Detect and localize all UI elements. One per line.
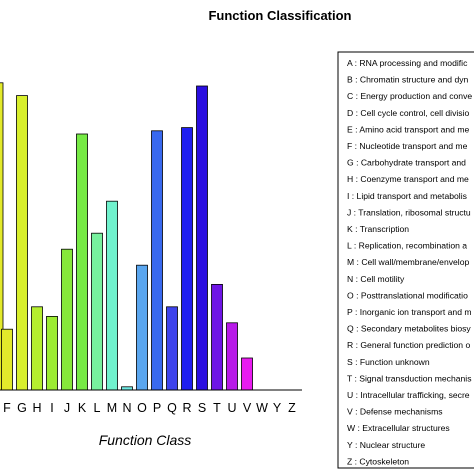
bar-F: [1, 328, 13, 391]
legend-item: T : Signal transduction mechanis: [347, 373, 472, 383]
x-tick-W: W: [256, 401, 268, 415]
legend-item: D : Cell cycle control, cell divisio: [347, 108, 469, 118]
x-tick-V: V: [243, 401, 252, 415]
x-tick-T: T: [213, 401, 221, 415]
legend-item: F : Nucleotide transport and me: [347, 141, 468, 151]
bar-group: [0, 82, 253, 391]
x-tick-H: H: [32, 401, 41, 415]
bar-Q: [166, 306, 178, 391]
legend: A : RNA processing and modific B : Chroma…: [347, 58, 472, 466]
bar-L: [91, 232, 103, 391]
x-tick-P: P: [153, 401, 161, 415]
legend-item: J : Translation, ribosomal structu: [347, 207, 471, 217]
bar-P: [151, 130, 163, 391]
x-tick-I: I: [50, 401, 53, 415]
bar-V: [241, 357, 253, 391]
x-tick-Y: Y: [273, 401, 282, 415]
x-tick-N: N: [122, 401, 131, 415]
legend-item: A : RNA processing and modific: [347, 58, 468, 68]
legend-item: V : Defense mechanisms: [347, 407, 443, 417]
legend-item: E : Amino acid transport and me: [347, 124, 470, 134]
x-tick-Z: Z: [288, 401, 296, 415]
legend-item: M : Cell wall/membrane/envelop: [347, 257, 469, 267]
x-tick-K: K: [78, 401, 87, 415]
bar-K: [76, 133, 88, 391]
bar-S: [196, 85, 208, 391]
x-tick-F: F: [3, 401, 11, 415]
legend-item: Y : Nuclear structure: [347, 440, 425, 450]
bar-T: [211, 283, 223, 391]
legend-item: O : Posttranslational modificatio: [347, 290, 468, 300]
x-tick-O: O: [137, 401, 147, 415]
bar-I: [46, 315, 58, 391]
x-tick-S: S: [198, 401, 206, 415]
x-tick-G: G: [17, 401, 27, 415]
legend-item: Z : Cytoskeleton: [347, 456, 409, 466]
legend-item: G : Carbohydrate transport and: [347, 158, 466, 168]
legend-item: C : Energy production and conve: [347, 91, 472, 101]
bar-M: [106, 200, 118, 391]
x-tick-L: L: [94, 401, 101, 415]
x-tick-M: M: [107, 401, 117, 415]
legend-item: S : Function unknown: [347, 357, 430, 367]
x-tick-Q: Q: [167, 401, 177, 415]
bar-R: [181, 127, 193, 391]
legend-item: L : Replication, recombination a: [347, 241, 467, 251]
legend-item: B : Chromatin structure and dyn: [347, 75, 469, 85]
legend-item: K : Transcription: [347, 224, 409, 234]
bar-H: [31, 306, 43, 391]
legend-item: W : Extracellular structures: [347, 423, 450, 433]
legend-item: P : Inorganic ion transport and m: [347, 307, 472, 317]
legend-item: U : Intracellular trafficking, secre: [347, 390, 470, 400]
legend-item: Q : Secondary metabolites biosy: [347, 324, 471, 334]
legend-item: N : Cell motility: [347, 274, 405, 284]
x-tick-U: U: [227, 401, 236, 415]
bar-J: [61, 248, 73, 391]
bar-U: [226, 322, 238, 391]
chart-title: Function Classification: [208, 8, 351, 23]
x-tick-J: J: [64, 401, 70, 415]
bar-G: [16, 95, 28, 391]
legend-item: H : Coenzyme transport and me: [347, 174, 469, 184]
legend-box: [337, 51, 474, 469]
x-axis-title: Function Class: [99, 432, 192, 448]
legend-item: I : Lipid transport and metabolis: [347, 191, 467, 201]
legend-item: R : General function prediction o: [347, 340, 470, 350]
x-tick-R: R: [182, 401, 191, 415]
bar-O: [136, 264, 148, 391]
bar-partial: [0, 82, 4, 391]
